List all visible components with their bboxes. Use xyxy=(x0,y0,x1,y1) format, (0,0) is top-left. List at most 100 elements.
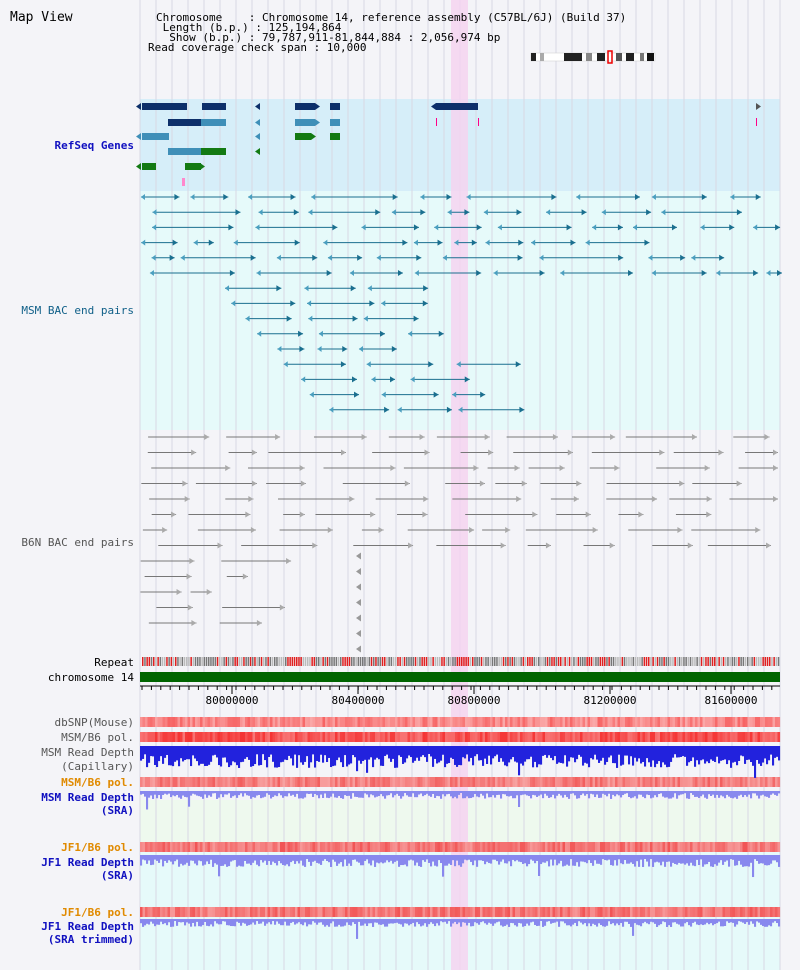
depth-bar xyxy=(206,919,209,926)
depth-bar xyxy=(420,746,423,757)
heatmap-cell xyxy=(572,842,576,852)
heatmap-cell xyxy=(702,717,706,727)
depth-bar xyxy=(694,855,697,867)
heatmap-cell xyxy=(277,842,281,852)
heatmap-cell xyxy=(592,777,596,787)
depth-bar xyxy=(436,919,439,924)
depth-bar xyxy=(644,919,647,922)
depth-bar xyxy=(268,746,271,757)
depth-bar xyxy=(150,791,153,796)
bac-end-marker xyxy=(140,194,145,200)
repeat-mark xyxy=(320,657,322,666)
repeat-mark xyxy=(766,657,769,666)
heatmap-cell xyxy=(732,732,736,742)
heatmap-cell xyxy=(312,777,316,787)
heatmap-cell xyxy=(547,732,551,742)
bac-end-marker xyxy=(484,434,490,440)
heatmap-cell xyxy=(685,732,688,742)
depth-bar xyxy=(228,791,231,794)
heatmap-cell xyxy=(210,717,213,727)
depth-bar xyxy=(154,791,157,795)
depth-bar xyxy=(482,919,485,922)
heatmap-cell xyxy=(155,717,158,727)
heatmap-cell xyxy=(497,717,501,727)
depth-bar xyxy=(622,791,625,796)
heatmap-cell xyxy=(770,842,773,852)
bac-end-marker xyxy=(312,542,318,549)
bac-end-marker xyxy=(308,209,313,216)
depth-bar xyxy=(308,746,311,768)
depth-bar xyxy=(208,791,211,796)
depth-bar xyxy=(382,855,385,864)
heatmap-cell xyxy=(725,732,728,742)
depth-bar xyxy=(666,746,669,768)
depth-bar xyxy=(236,791,239,798)
heatmap-cell xyxy=(235,777,238,787)
msm-bac-label[interactable]: MSM BAC end pairs xyxy=(21,304,134,317)
depth-bar xyxy=(256,791,259,796)
depth-bar xyxy=(262,919,265,922)
heatmap-cell xyxy=(322,777,326,787)
heatmap-cell xyxy=(712,732,716,742)
bac-end-marker xyxy=(299,511,305,518)
heatmap-cell xyxy=(220,842,223,852)
repeat-mark xyxy=(439,657,441,666)
refseq-label[interactable]: RefSeq Genes xyxy=(54,139,134,152)
depth-bar xyxy=(302,791,305,799)
depth-bar xyxy=(290,746,293,759)
heatmap-cell xyxy=(637,732,641,742)
heatmap-cell xyxy=(335,907,338,917)
heatmap-cell xyxy=(767,732,771,742)
depth-bar xyxy=(506,855,509,864)
heatmap-cell xyxy=(667,732,671,742)
depth-bar xyxy=(712,746,715,761)
heatmap-cell xyxy=(607,907,611,917)
depth-bar xyxy=(216,919,219,924)
repeat-mark xyxy=(322,657,324,666)
depth-bar xyxy=(530,855,533,860)
heatmap-cell xyxy=(737,842,741,852)
heatmap-cell xyxy=(610,777,613,787)
heatmap-cell xyxy=(262,907,266,917)
bac-end-marker xyxy=(719,254,725,261)
depth-bar xyxy=(312,791,315,797)
depth-bar xyxy=(628,746,631,765)
heatmap-cell xyxy=(595,907,598,917)
heatmap-cell xyxy=(775,907,778,917)
repeat-mark xyxy=(276,657,278,666)
heatmap-cell xyxy=(615,732,618,742)
depth-bar xyxy=(660,919,663,925)
depth-bar xyxy=(542,855,545,863)
bac-end-marker xyxy=(497,224,502,231)
b6n-bac-label[interactable]: B6N BAC end pairs xyxy=(21,536,134,549)
depth-bar xyxy=(706,855,709,865)
depth-bar xyxy=(538,855,541,876)
heatmap-cell xyxy=(527,842,531,852)
depth-bar xyxy=(188,919,191,924)
depth-bar xyxy=(242,919,245,923)
depth-bar xyxy=(770,791,773,795)
heatmap-cell xyxy=(372,717,376,727)
depth-bar xyxy=(716,791,719,795)
heatmap-cell xyxy=(677,842,681,852)
heatmap-cell xyxy=(715,907,718,917)
repeat-mark xyxy=(527,657,529,666)
depth-bar xyxy=(402,919,405,927)
bac-end-marker xyxy=(648,254,653,261)
heatmap-cell xyxy=(195,732,198,742)
depth-bar xyxy=(276,791,279,797)
depth-bar xyxy=(306,855,309,860)
heatmap-cell xyxy=(567,717,571,727)
bac-end-marker xyxy=(775,224,781,231)
heatmap-cell xyxy=(212,717,216,727)
depth-bar xyxy=(142,855,145,860)
depth-bar xyxy=(596,919,599,927)
depth-bar xyxy=(562,746,565,764)
depth-bar xyxy=(556,855,559,866)
refseq-gene xyxy=(142,163,156,170)
depth-bar xyxy=(646,791,649,795)
depth-bar xyxy=(766,791,769,797)
repeat-mark xyxy=(293,657,296,666)
repeat-mark xyxy=(753,657,756,666)
